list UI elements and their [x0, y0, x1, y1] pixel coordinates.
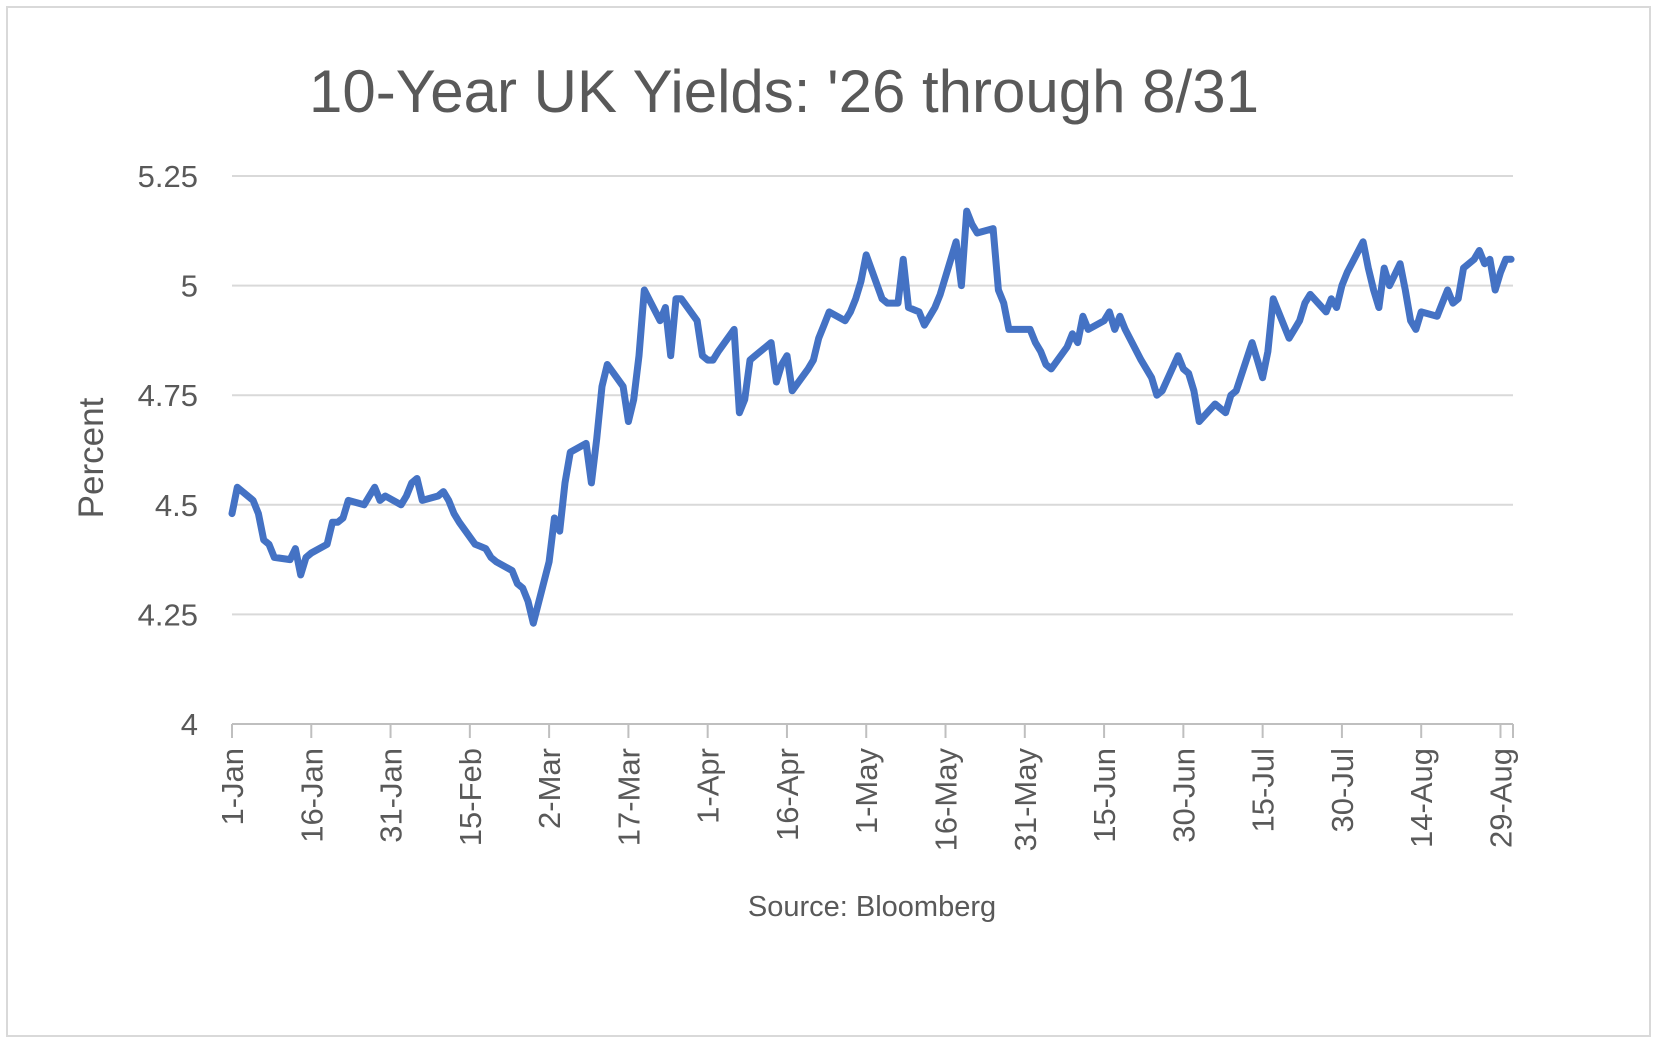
line-chart: 10-Year UK Yields: '26 through 8/31 4 4.2…: [72, 58, 1518, 923]
series-line: [228, 207, 1515, 627]
y-tick-label: 5: [181, 269, 198, 304]
x-tick-label: 30-Jul: [1325, 748, 1360, 832]
chart-title: 10-Year UK Yields: '26 through 8/31: [309, 58, 1259, 125]
y-tick-label: 4.25: [138, 597, 198, 632]
y-tick-label: 4: [181, 707, 198, 742]
x-tick-label: 14-Aug: [1404, 748, 1439, 848]
x-tick-label: 2-Mar: [532, 748, 567, 829]
source-note: Source: Bloomberg: [748, 891, 996, 923]
x-tick-label: 17-Mar: [611, 748, 646, 846]
y-tick-label: 5.25: [138, 159, 198, 194]
y-tick-label: 4.75: [138, 378, 198, 413]
x-tick-label: 16-Jan: [294, 748, 329, 843]
x-tick-label: 1-May: [849, 748, 884, 835]
series-layer: [228, 207, 1515, 627]
x-tick-label: 29-Aug: [1483, 748, 1518, 848]
x-tick-label: 15-Jun: [1087, 748, 1122, 843]
x-tick-label: 16-May: [929, 748, 964, 852]
x-tick-label: 31-May: [1008, 748, 1043, 852]
y-axis-label: Percent: [72, 397, 111, 518]
gridlines: [232, 175, 1513, 616]
y-axis-ticks: 4 4.25 4.5 4.75 5 5.25: [138, 159, 198, 742]
x-tick-label: 1-Apr: [691, 748, 726, 824]
y-tick-label: 4.5: [155, 488, 198, 523]
x-tick-label: 15-Feb: [453, 748, 488, 846]
chart-frame: 10-Year UK Yields: '26 through 8/31 4 4.2…: [6, 6, 1651, 1037]
x-tick-label: 15-Jul: [1246, 748, 1281, 832]
x-tick-label: 16-Apr: [770, 748, 805, 841]
x-tick-label: 1-Jan: [215, 748, 250, 826]
x-tick-label: 30-Jun: [1166, 748, 1201, 843]
x-axis: 1-Jan 16-Jan 31-Jan 15-Feb 2-Mar 17-Mar 1-Apr 1…: [215, 723, 1518, 852]
x-tick-label: 31-Jan: [374, 748, 409, 843]
